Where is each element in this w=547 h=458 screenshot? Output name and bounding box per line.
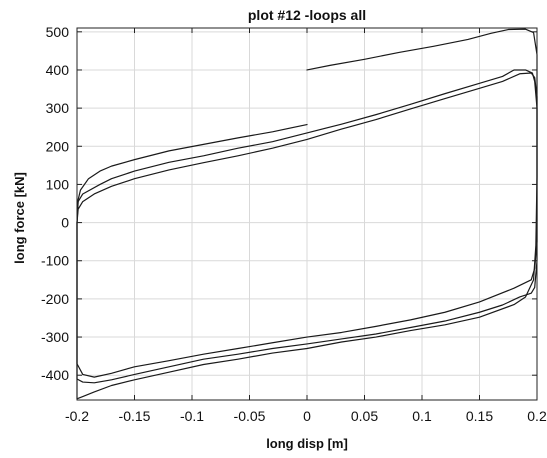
y-tick-label: 200 [46, 138, 70, 154]
x-tick-label: 0 [303, 408, 311, 424]
x-tick-label: 0.05 [351, 408, 378, 424]
y-tick-labels: -400 -300 -200 -100 0 100 200 300 400 500 [41, 24, 69, 383]
y-tick-label: 0 [61, 215, 69, 231]
y-tick-label: -100 [41, 253, 69, 269]
x-tick-label: 0.1 [412, 408, 432, 424]
y-tick-label: -300 [41, 329, 69, 345]
x-tick-label: 0.15 [466, 408, 493, 424]
x-tick-label: -0.05 [234, 408, 266, 424]
x-tick-label: -0.15 [119, 408, 151, 424]
chart-title: plot #12 -loops all [248, 7, 366, 23]
loop-series-1 [76, 28, 538, 400]
y-tick-label: 500 [46, 24, 70, 40]
y-tick-label: -200 [41, 291, 69, 307]
y-axis-label: long force [kN] [12, 172, 27, 264]
x-tick-label: 0.2 [527, 408, 547, 424]
x-tick-label: -0.2 [65, 408, 89, 424]
y-tick-label: 400 [46, 62, 70, 78]
y-tick-label: 300 [46, 100, 70, 116]
y-tick-label: -400 [41, 367, 69, 383]
x-tick-labels: -0.2 -0.15 -0.1 -0.05 0 0.05 0.1 0.15 0.2 [65, 408, 547, 424]
x-tick-label: -0.1 [180, 408, 204, 424]
tick-marks [76, 28, 538, 400]
y-tick-label: 100 [46, 176, 70, 192]
x-axis-label: long disp [m] [266, 436, 348, 451]
